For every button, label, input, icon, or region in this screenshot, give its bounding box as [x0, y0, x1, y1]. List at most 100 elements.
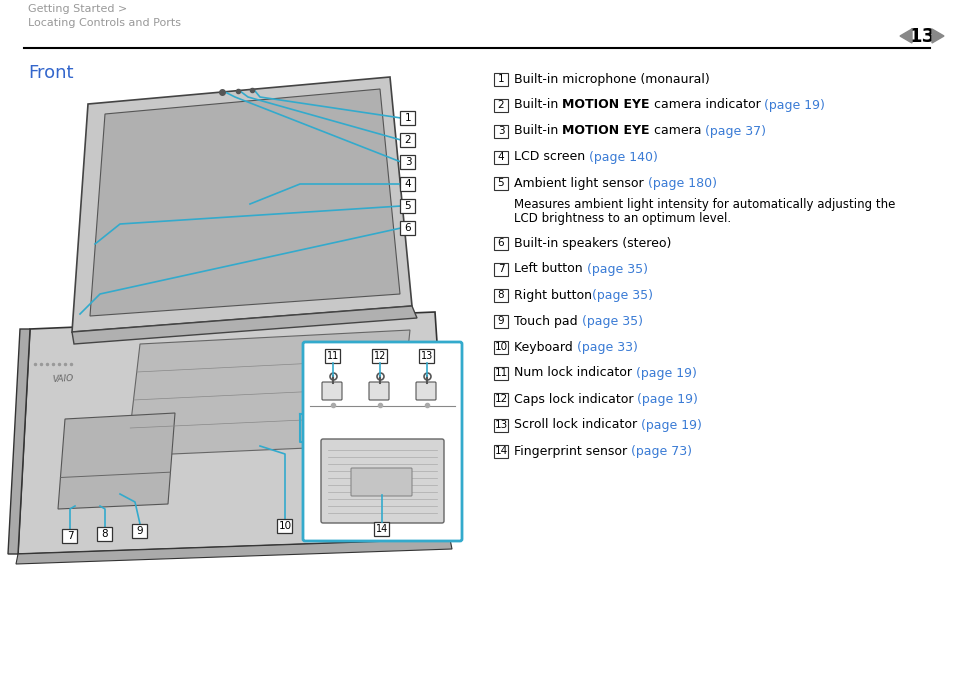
Bar — [494, 237, 507, 249]
Text: camera indicator: camera indicator — [649, 98, 763, 111]
Text: (page 19): (page 19) — [636, 367, 696, 379]
Text: Locating Controls and Ports: Locating Controls and Ports — [28, 18, 181, 28]
Bar — [494, 419, 507, 431]
Bar — [494, 315, 507, 328]
Text: Built-in microphone (monaural): Built-in microphone (monaural) — [514, 73, 709, 86]
Bar — [400, 221, 416, 235]
Text: 3: 3 — [497, 126, 504, 136]
Text: 7: 7 — [67, 531, 73, 541]
Bar — [494, 392, 507, 406]
Polygon shape — [931, 29, 943, 43]
Text: LCD screen: LCD screen — [514, 150, 589, 164]
Polygon shape — [90, 89, 399, 316]
Polygon shape — [71, 306, 416, 344]
Text: MOTION EYE: MOTION EYE — [561, 125, 649, 137]
Text: 7: 7 — [497, 264, 504, 274]
Bar — [494, 444, 507, 458]
Text: VAIO: VAIO — [52, 374, 73, 384]
Text: LCD brightness to an optimum level.: LCD brightness to an optimum level. — [514, 212, 730, 225]
FancyBboxPatch shape — [322, 382, 341, 400]
Text: Left button: Left button — [514, 262, 586, 276]
Bar — [400, 133, 416, 147]
Bar — [494, 98, 507, 111]
Bar — [63, 529, 77, 543]
Text: 5: 5 — [497, 178, 504, 188]
Text: (page 19): (page 19) — [637, 392, 698, 406]
Text: Scroll lock indicator: Scroll lock indicator — [514, 419, 640, 431]
Text: 13: 13 — [494, 420, 507, 430]
Text: 11: 11 — [494, 368, 507, 378]
Bar — [494, 150, 507, 164]
Polygon shape — [127, 330, 410, 456]
Bar — [400, 155, 416, 169]
Bar — [494, 125, 507, 137]
Text: Front: Front — [28, 64, 73, 82]
Text: 8: 8 — [497, 290, 504, 300]
Bar — [277, 519, 293, 533]
Bar — [400, 111, 416, 125]
Bar — [494, 73, 507, 86]
Text: 5: 5 — [404, 201, 411, 211]
Polygon shape — [8, 329, 30, 554]
Text: (page 35): (page 35) — [581, 315, 642, 328]
Text: (page 35): (page 35) — [586, 262, 647, 276]
Text: (page 37): (page 37) — [704, 125, 765, 137]
Text: (page 33): (page 33) — [577, 340, 637, 353]
Text: 13: 13 — [907, 26, 935, 46]
Bar — [494, 367, 507, 379]
Text: Built-in: Built-in — [514, 98, 561, 111]
Text: 10: 10 — [494, 342, 507, 352]
Text: MOTION EYE: MOTION EYE — [561, 98, 649, 111]
Polygon shape — [58, 413, 174, 509]
Text: Built-in speakers (stereo): Built-in speakers (stereo) — [514, 237, 671, 249]
Text: Right button: Right button — [514, 288, 592, 301]
Text: (page 19): (page 19) — [640, 419, 701, 431]
Text: 1: 1 — [497, 74, 504, 84]
Bar — [400, 199, 416, 213]
Text: (page 19): (page 19) — [763, 98, 824, 111]
Text: 12: 12 — [494, 394, 507, 404]
Bar — [494, 288, 507, 301]
Text: 6: 6 — [497, 238, 504, 248]
Text: 2: 2 — [497, 100, 504, 110]
Text: Caps lock indicator: Caps lock indicator — [514, 392, 637, 406]
Text: Ambient light sensor: Ambient light sensor — [514, 177, 647, 189]
Text: 11: 11 — [327, 351, 338, 361]
Polygon shape — [16, 539, 452, 564]
Text: Measures ambient light intensity for automatically adjusting the: Measures ambient light intensity for aut… — [514, 198, 895, 211]
Text: camera: camera — [649, 125, 704, 137]
Text: 14: 14 — [375, 524, 388, 534]
Bar — [375, 522, 389, 536]
FancyBboxPatch shape — [369, 382, 389, 400]
Text: (page 180): (page 180) — [647, 177, 716, 189]
Polygon shape — [18, 312, 450, 554]
Text: 2: 2 — [404, 135, 411, 145]
Text: (page 140): (page 140) — [589, 150, 658, 164]
FancyBboxPatch shape — [416, 382, 436, 400]
Text: 9: 9 — [497, 316, 504, 326]
FancyBboxPatch shape — [303, 342, 461, 541]
Bar — [494, 262, 507, 276]
Text: Keyboard: Keyboard — [514, 340, 577, 353]
Bar — [494, 340, 507, 353]
Bar — [372, 349, 387, 363]
Text: (page 73): (page 73) — [631, 444, 691, 458]
Text: (page 35): (page 35) — [592, 288, 652, 301]
Text: 8: 8 — [102, 529, 109, 539]
Text: Touch pad: Touch pad — [514, 315, 581, 328]
Polygon shape — [899, 29, 911, 43]
Text: 4: 4 — [497, 152, 504, 162]
Text: 1: 1 — [404, 113, 411, 123]
Bar — [132, 524, 148, 538]
Text: 4: 4 — [404, 179, 411, 189]
Text: Getting Started >: Getting Started > — [28, 4, 127, 14]
Bar — [400, 177, 416, 191]
Bar — [494, 177, 507, 189]
Text: Fingerprint sensor: Fingerprint sensor — [514, 444, 631, 458]
FancyBboxPatch shape — [351, 468, 412, 496]
Text: 6: 6 — [404, 223, 411, 233]
Text: Built-in: Built-in — [514, 125, 561, 137]
Text: 10: 10 — [278, 521, 292, 531]
Polygon shape — [71, 77, 412, 332]
Text: 14: 14 — [494, 446, 507, 456]
